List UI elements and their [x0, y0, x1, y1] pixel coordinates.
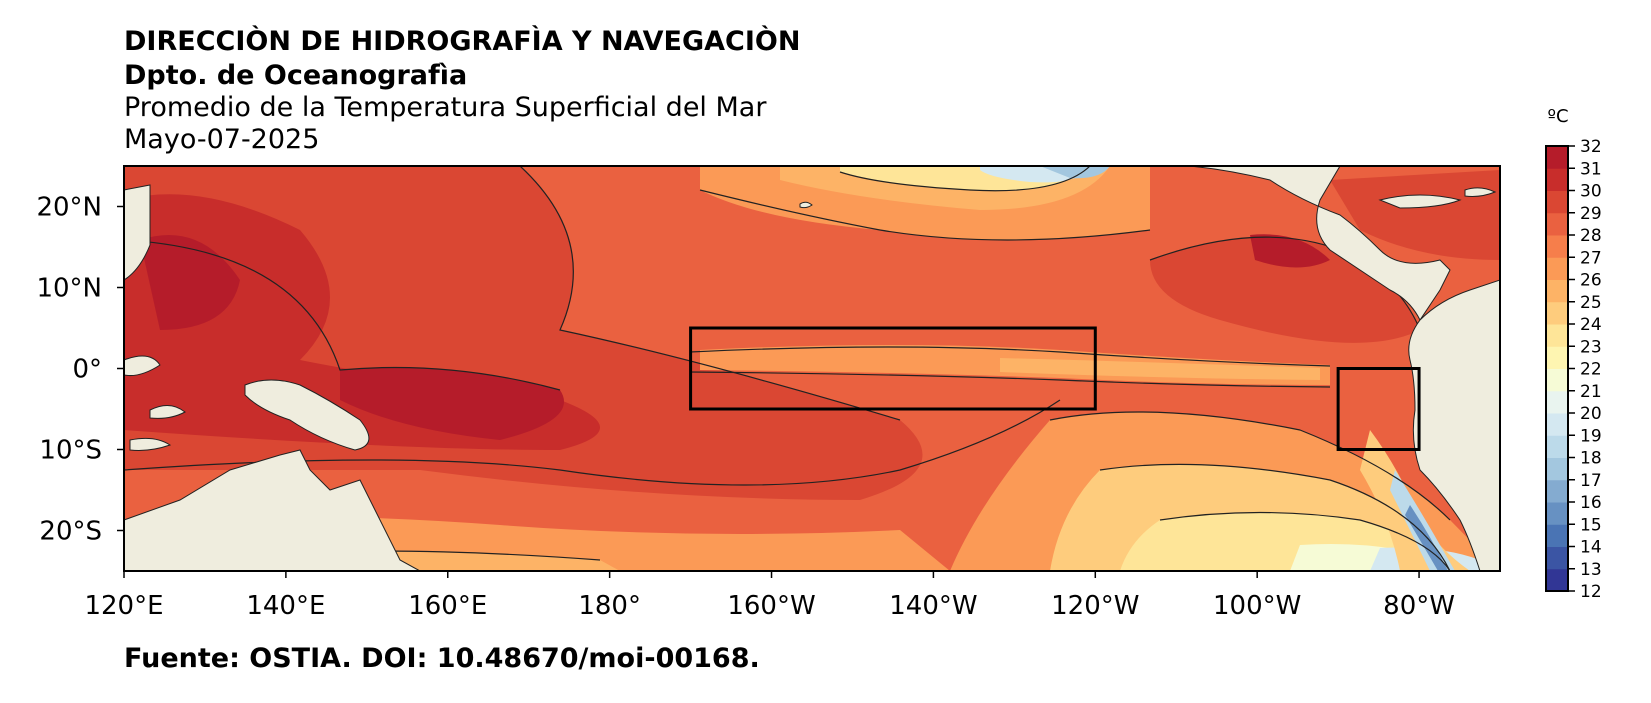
colorbar-tick-label: 28 [1580, 226, 1602, 246]
colorbar-segment [1546, 168, 1568, 191]
colorbar-tick-label: 24 [1580, 315, 1602, 335]
colorbar-segment [1546, 413, 1568, 436]
colorbar-segment [1546, 546, 1568, 570]
colorbar-tick-label: 15 [1580, 515, 1602, 535]
latitude-axis: 20°N 10°N 0° 10°S 20°S [36, 193, 124, 547]
source-credit: Fuente: OSTIA. DOI: 10.48670/moi-00168. [124, 643, 760, 674]
colorbar-segment [1546, 279, 1568, 303]
product-title: Promedio de la Temperatura Superficial d… [124, 92, 767, 123]
colorbar-tick-label: 23 [1580, 337, 1602, 357]
lon-tick-label: 120°E [84, 591, 163, 621]
colorbar-segment [1546, 390, 1568, 414]
lat-tick-label: 0° [72, 355, 102, 385]
lon-tick-label: 160°W [727, 591, 815, 621]
colorbar-tick-label: 30 [1580, 182, 1602, 202]
colorbar-segment [1546, 479, 1568, 503]
colorbar-segment [1546, 368, 1568, 392]
colorbar-unit: ºC [1547, 106, 1568, 127]
colorbar-tick-label: 31 [1580, 159, 1602, 179]
colorbar-tick-label: 13 [1580, 560, 1602, 580]
colorbar-tick-label: 16 [1580, 493, 1602, 513]
lon-tick-label: 140°E [246, 591, 325, 621]
sst-field [124, 166, 1500, 571]
colorbar-segment [1546, 212, 1568, 236]
colorbar-tick-label: 26 [1580, 271, 1602, 291]
lon-tick-label: 180° [578, 591, 641, 621]
colorbar-segment [1546, 146, 1568, 169]
lon-tick-label: 140°W [889, 591, 977, 621]
nino-regions [689, 326, 1421, 451]
colorbar-tick-label: 12 [1580, 582, 1602, 602]
colorbar-tick-label: 32 [1580, 137, 1602, 157]
colorbar-tick-label: 22 [1580, 360, 1602, 380]
landmasses [124, 166, 1500, 571]
colorbar-segment [1546, 435, 1568, 458]
longitude-axis: 120°E 140°E 160°E 180° 160°W 140°W 120°W 100°W 8… [84, 571, 1455, 621]
lon-tick-label: 160°E [408, 591, 487, 621]
department-title: Dpto. de Oceanografìa [124, 60, 468, 91]
colorbar-tick-label: 27 [1580, 248, 1602, 268]
colorbar-segment [1546, 324, 1568, 347]
colorbar-tick-label: 21 [1580, 382, 1602, 402]
colorbar-tick-label: 20 [1580, 404, 1602, 424]
colorbar-tick-label: 14 [1580, 538, 1602, 558]
lon-tick-label: 120°W [1051, 591, 1139, 621]
lat-tick-label: 20°S [39, 517, 102, 547]
colorbar-segment [1546, 502, 1568, 525]
colorbar-segment [1546, 346, 1568, 369]
colorbar-segment [1546, 235, 1568, 258]
colorbar-tick-label: 29 [1580, 204, 1602, 224]
colorbar-segment [1546, 457, 1568, 481]
lat-tick-label: 10°S [39, 436, 102, 466]
lat-tick-label: 10°N [36, 274, 102, 304]
lat-tick-label: 20°N [36, 193, 102, 223]
colorbar-tick-label: 18 [1580, 449, 1602, 469]
colorbar-tick-label: 25 [1580, 293, 1602, 313]
colorbar-segment [1546, 301, 1568, 325]
lon-tick-label: 100°W [1213, 591, 1301, 621]
date-title: Mayo-07-2025 [124, 124, 320, 155]
colorbar-segment [1546, 568, 1568, 592]
nino-box-1 [1336, 367, 1421, 451]
institution-title: DIRECCIÒN DE HIDROGRAFÌA Y NAVEGACIÒN [124, 26, 801, 57]
colorbar-segment [1546, 524, 1568, 547]
colorbar-tick-label: 19 [1580, 426, 1602, 446]
lon-tick-label: 80°W [1383, 591, 1455, 621]
colorbar-segment [1546, 190, 1568, 214]
nino-box-0 [689, 326, 1097, 411]
colorbar-tick-label: 17 [1580, 471, 1602, 491]
colorbar-segment [1546, 257, 1568, 280]
